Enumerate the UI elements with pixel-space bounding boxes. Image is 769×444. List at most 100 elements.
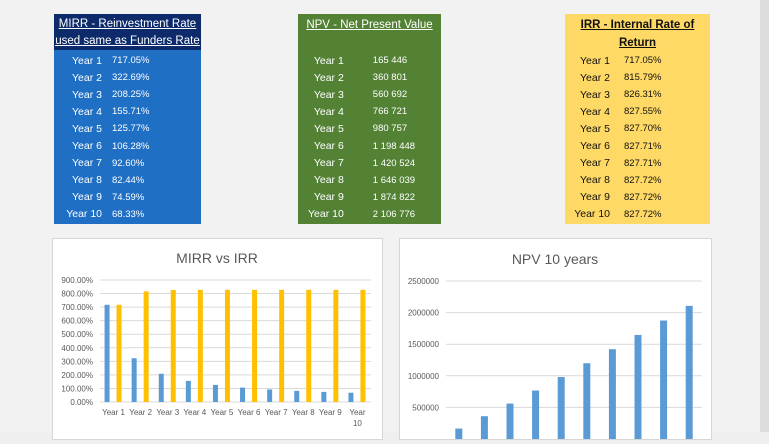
value-cell: 827.72% xyxy=(624,208,662,220)
table-row: Year 7 827.71% xyxy=(565,155,710,172)
value-cell: 827.71% xyxy=(624,140,662,152)
year-cell: Year 5 xyxy=(72,122,102,135)
irr-bar xyxy=(116,304,122,402)
table-row: Year 3 560 692 xyxy=(298,86,441,103)
npv-bar xyxy=(506,403,514,439)
year-cell: Year 4 xyxy=(580,105,610,118)
mirr-bar xyxy=(212,384,218,402)
mirr-bar xyxy=(158,373,164,402)
table-row: Year 4 155.71% xyxy=(54,103,201,120)
table-row: Year 2 815.79% xyxy=(565,69,710,86)
year-cell: Year 7 xyxy=(580,157,610,170)
table-row: Year 6 827.71% xyxy=(565,137,710,154)
value-cell: 827.70% xyxy=(624,123,662,135)
mirr-table: MIRR - Reinvestment Rate used same as Fu… xyxy=(54,14,201,224)
y-tick-label: 500.00% xyxy=(61,330,93,339)
value-cell: 106.28% xyxy=(112,140,150,152)
npv-bar xyxy=(634,334,642,439)
year-cell: Year 8 xyxy=(580,174,610,187)
y-tick-label: 900.00% xyxy=(61,276,93,285)
mirr-bar xyxy=(294,390,300,402)
npv-table-title: NPV - Net Present Value xyxy=(306,19,433,31)
table-row: Year 4 827.55% xyxy=(565,103,710,120)
mirr-bar xyxy=(321,391,327,402)
value-cell: 1 420 524 xyxy=(372,157,416,169)
value-cell: 82.44% xyxy=(112,174,145,186)
npv-table-rows: Year 1 165 446 Year 2 360 801 Year 3 560 69… xyxy=(298,36,441,223)
year-cell: Year 6 xyxy=(313,140,344,153)
table-row: Year 10 68.33% xyxy=(54,206,201,223)
x-tick-label-line: Year xyxy=(349,408,366,417)
chart-title: MIRR vs IRR xyxy=(176,250,258,266)
value-cell: 208.25% xyxy=(112,89,150,101)
year-cell: Year 8 xyxy=(313,174,344,187)
value-cell: 1 874 822 xyxy=(372,191,416,203)
value-cell: 560 692 xyxy=(372,89,408,101)
y-tick-label: 1500000 xyxy=(408,340,440,349)
value-cell: 1 198 448 xyxy=(372,140,416,152)
mirr-table-header: MIRR - Reinvestment Rate used same as Fu… xyxy=(54,14,201,50)
mirr-vs-irr-chart-svg: MIRR vs IRR 0.00% 100.00% 200.00% 300.00% 400… xyxy=(61,250,371,428)
table-row: Year 5 125.77% xyxy=(54,120,201,137)
year-cell: Year 3 xyxy=(72,88,102,101)
y-tick-label: 2000000 xyxy=(408,309,440,318)
value-cell: 827.72% xyxy=(624,191,662,203)
table-row: Year 3 826.31% xyxy=(565,86,710,103)
mirr-bar xyxy=(131,358,137,402)
year-cell: Year 4 xyxy=(72,105,102,118)
value-cell: 2 106 776 xyxy=(372,208,416,220)
table-row: Year 2 360 801 xyxy=(298,69,441,86)
year-cell: Year 4 xyxy=(313,105,344,118)
irr-bar xyxy=(306,289,312,402)
scrollbar-track[interactable] xyxy=(760,0,769,432)
mirr-table-rows: Year 1 717.05% Year 2 322.69% Year 3 208.25… xyxy=(54,50,201,223)
year-cell: Year 8 xyxy=(72,174,102,187)
mirr-bar xyxy=(267,389,273,402)
table-row: Year 7 1 420 524 xyxy=(298,155,441,172)
x-tick-label: Year 4 xyxy=(183,408,206,417)
mirr-table-title-line1: MIRR - Reinvestment Rate xyxy=(58,18,197,30)
irr-bar xyxy=(224,289,230,402)
table-row: Year 9 1 874 822 xyxy=(298,189,441,206)
mirr-vs-irr-chart[interactable]: MIRR vs IRR 0.00% 100.00% 200.00% 300.00% 400… xyxy=(52,238,383,440)
table-row: Year 9 827.72% xyxy=(565,189,710,206)
y-tick-label: 2500000 xyxy=(408,277,440,286)
irr-bar xyxy=(279,289,285,402)
table-row: Year 6 1 198 448 xyxy=(298,137,441,154)
chart-title: NPV 10 years xyxy=(512,251,598,267)
year-cell: Year 10 xyxy=(307,208,344,221)
year-cell: Year 2 xyxy=(580,71,610,84)
year-cell: Year 7 xyxy=(313,157,344,170)
npv-10-years-chart[interactable]: NPV 10 years 500000 1000000 1500000 2000000 2… xyxy=(399,238,712,440)
x-tick-label: Year 2 xyxy=(129,408,152,417)
table-row: Year 8 82.44% xyxy=(54,172,201,189)
year-cell: Year 5 xyxy=(313,122,344,135)
y-tick-label: 1000000 xyxy=(408,372,440,381)
mirr-bar xyxy=(240,387,246,402)
value-cell: 717.05% xyxy=(624,55,662,67)
irr-table: IRR - Internal Rate of Return Year 1 717.… xyxy=(565,14,710,224)
y-tick-label: 600.00% xyxy=(61,317,93,326)
table-row: Year 6 106.28% xyxy=(54,137,201,154)
value-cell: 827.72% xyxy=(624,174,662,186)
value-cell: 165 446 xyxy=(372,55,408,67)
table-row: Year 5 827.70% xyxy=(565,120,710,137)
table-row: Year 1 165 446 xyxy=(298,52,441,69)
x-tick-label: Year 9 xyxy=(319,408,342,417)
value-cell: 766 721 xyxy=(372,106,408,118)
year-cell: Year 1 xyxy=(313,54,344,67)
year-cell: Year 3 xyxy=(580,88,610,101)
y-tick-label: 500000 xyxy=(412,403,439,412)
year-cell: Year 2 xyxy=(313,71,344,84)
year-cell: Year 7 xyxy=(72,157,102,170)
value-cell: 360 801 xyxy=(372,72,408,84)
year-cell: Year 6 xyxy=(580,140,610,153)
x-tick-label: Year 1 xyxy=(102,408,125,417)
irr-bar xyxy=(170,289,176,402)
y-tick-label: 700.00% xyxy=(61,303,93,312)
irr-table-title: IRR - Internal Rate of Return xyxy=(580,19,695,49)
table-row: Year 5 980 757 xyxy=(298,120,441,137)
x-tick-label: Year 10 xyxy=(349,408,366,428)
table-row: Year 9 74.59% xyxy=(54,189,201,206)
x-tick-label: Year 8 xyxy=(292,408,315,417)
